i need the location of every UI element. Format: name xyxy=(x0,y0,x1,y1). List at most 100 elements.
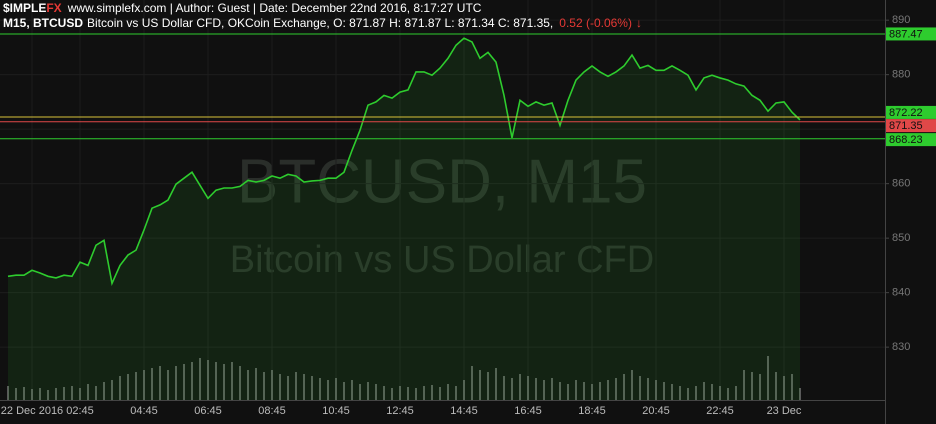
volume-bar xyxy=(671,384,673,400)
volume-bar xyxy=(175,366,177,400)
volume-bar xyxy=(663,382,665,400)
volume-bar xyxy=(639,376,641,400)
volume-bar xyxy=(359,384,361,400)
level-label-box xyxy=(886,105,936,119)
volume-bar xyxy=(111,380,113,400)
volume-bar xyxy=(127,374,129,400)
volume-bar xyxy=(423,386,425,400)
volume-bar xyxy=(511,378,513,400)
volume-bar xyxy=(103,382,105,400)
volume-bar xyxy=(615,378,617,400)
volume-bar xyxy=(335,378,337,400)
x-tick-label: 22 Dec 2016 xyxy=(1,405,63,417)
volume-bar xyxy=(495,368,497,400)
watermark-subtitle: Bitcoin vs US Dollar CFD xyxy=(230,239,654,281)
y-tick-label: 880 xyxy=(892,69,910,81)
volume-bar xyxy=(343,382,345,400)
x-tick-label: 08:45 xyxy=(258,405,286,417)
volume-bar xyxy=(783,376,785,400)
volume-bar xyxy=(463,380,465,400)
volume-bar xyxy=(247,370,249,400)
level-label: 868.23 xyxy=(889,134,923,146)
volume-bar xyxy=(327,380,329,400)
volume-bar xyxy=(375,384,377,400)
volume-bar xyxy=(631,370,633,400)
volume-bar xyxy=(215,362,217,400)
volume-bar xyxy=(311,376,313,400)
volume-bar xyxy=(743,370,745,400)
x-tick-label: 22:45 xyxy=(706,405,734,417)
x-tick-label: 04:45 xyxy=(130,405,158,417)
header-info: www.simplefx.com | Author: Guest | Date:… xyxy=(67,1,482,15)
volume-bar xyxy=(135,372,137,400)
volume-bar xyxy=(503,376,505,400)
volume-bar xyxy=(471,366,473,400)
volume-bar xyxy=(519,374,521,400)
volume-bar xyxy=(623,374,625,400)
volume-bar xyxy=(287,376,289,400)
volume-bar xyxy=(655,380,657,400)
level-label: 871.35 xyxy=(889,120,923,132)
level-label: 872.22 xyxy=(889,107,923,119)
volume-bar xyxy=(591,384,593,400)
x-tick-label: 14:45 xyxy=(450,405,478,417)
volume-bar xyxy=(295,372,297,400)
volume-bar xyxy=(695,386,697,400)
description: Bitcoin vs US Dollar CFD, OKCoin Exchang… xyxy=(87,16,553,30)
volume-bar xyxy=(607,380,609,400)
watermark: BTCUSD, M15 Bitcoin vs US Dollar CFD xyxy=(230,147,654,281)
volume-bar xyxy=(63,387,65,400)
volume-bar xyxy=(543,380,545,400)
volume-bar xyxy=(207,360,209,400)
volume-bar xyxy=(367,382,369,400)
volume-bar xyxy=(407,387,409,400)
volume-bar xyxy=(767,356,769,400)
header-line: M15, BTCUSD Bitcoin vs US Dollar CFD, OKC… xyxy=(3,16,642,30)
volume-bar xyxy=(431,385,433,400)
volume-bar xyxy=(55,388,57,400)
volume-bar xyxy=(447,384,449,400)
volume-bar xyxy=(679,386,681,400)
x-tick-label: 10:45 xyxy=(322,405,350,417)
volume-bar xyxy=(231,362,233,400)
volume-bar xyxy=(143,370,145,400)
y-tick-label: 830 xyxy=(892,341,910,353)
volume-bar xyxy=(183,364,185,400)
volume-bar xyxy=(567,384,569,400)
volume-bar xyxy=(7,386,9,400)
volume-bar xyxy=(455,386,457,400)
volume-bar xyxy=(23,387,25,400)
volume-bar xyxy=(527,376,529,400)
volume-bar xyxy=(391,388,393,400)
volume-bar xyxy=(583,382,585,400)
volume-bar xyxy=(735,386,737,400)
logo-accent: FX xyxy=(46,1,61,15)
volume-bar xyxy=(31,389,33,400)
volume-bar xyxy=(191,362,193,400)
y-tick-label: 850 xyxy=(892,232,910,244)
volume-bar xyxy=(719,386,721,400)
volume-bar xyxy=(71,386,73,400)
volume-bar xyxy=(87,384,89,400)
x-tick-label: 23 Dec xyxy=(767,405,802,417)
volume-bar xyxy=(711,384,713,400)
volume-bar xyxy=(487,372,489,400)
level-label-box xyxy=(886,133,936,147)
volume-bar xyxy=(559,382,561,400)
volume-bar xyxy=(703,382,705,400)
volume-bar xyxy=(39,388,41,400)
volume-bar xyxy=(399,386,401,400)
x-tick-label: 12:45 xyxy=(386,405,414,417)
volume-bar xyxy=(119,376,121,400)
volume-bar xyxy=(415,388,417,400)
level-label-box xyxy=(886,27,936,41)
y-tick-label: 860 xyxy=(892,178,910,190)
volume-bar xyxy=(95,386,97,400)
volume-bar xyxy=(647,378,649,400)
volume-bar xyxy=(159,366,161,400)
volume-bar xyxy=(303,374,305,400)
volume-bar xyxy=(279,374,281,400)
volume-bar xyxy=(351,380,353,400)
volume-bar xyxy=(239,366,241,400)
volume-bar xyxy=(223,364,225,400)
